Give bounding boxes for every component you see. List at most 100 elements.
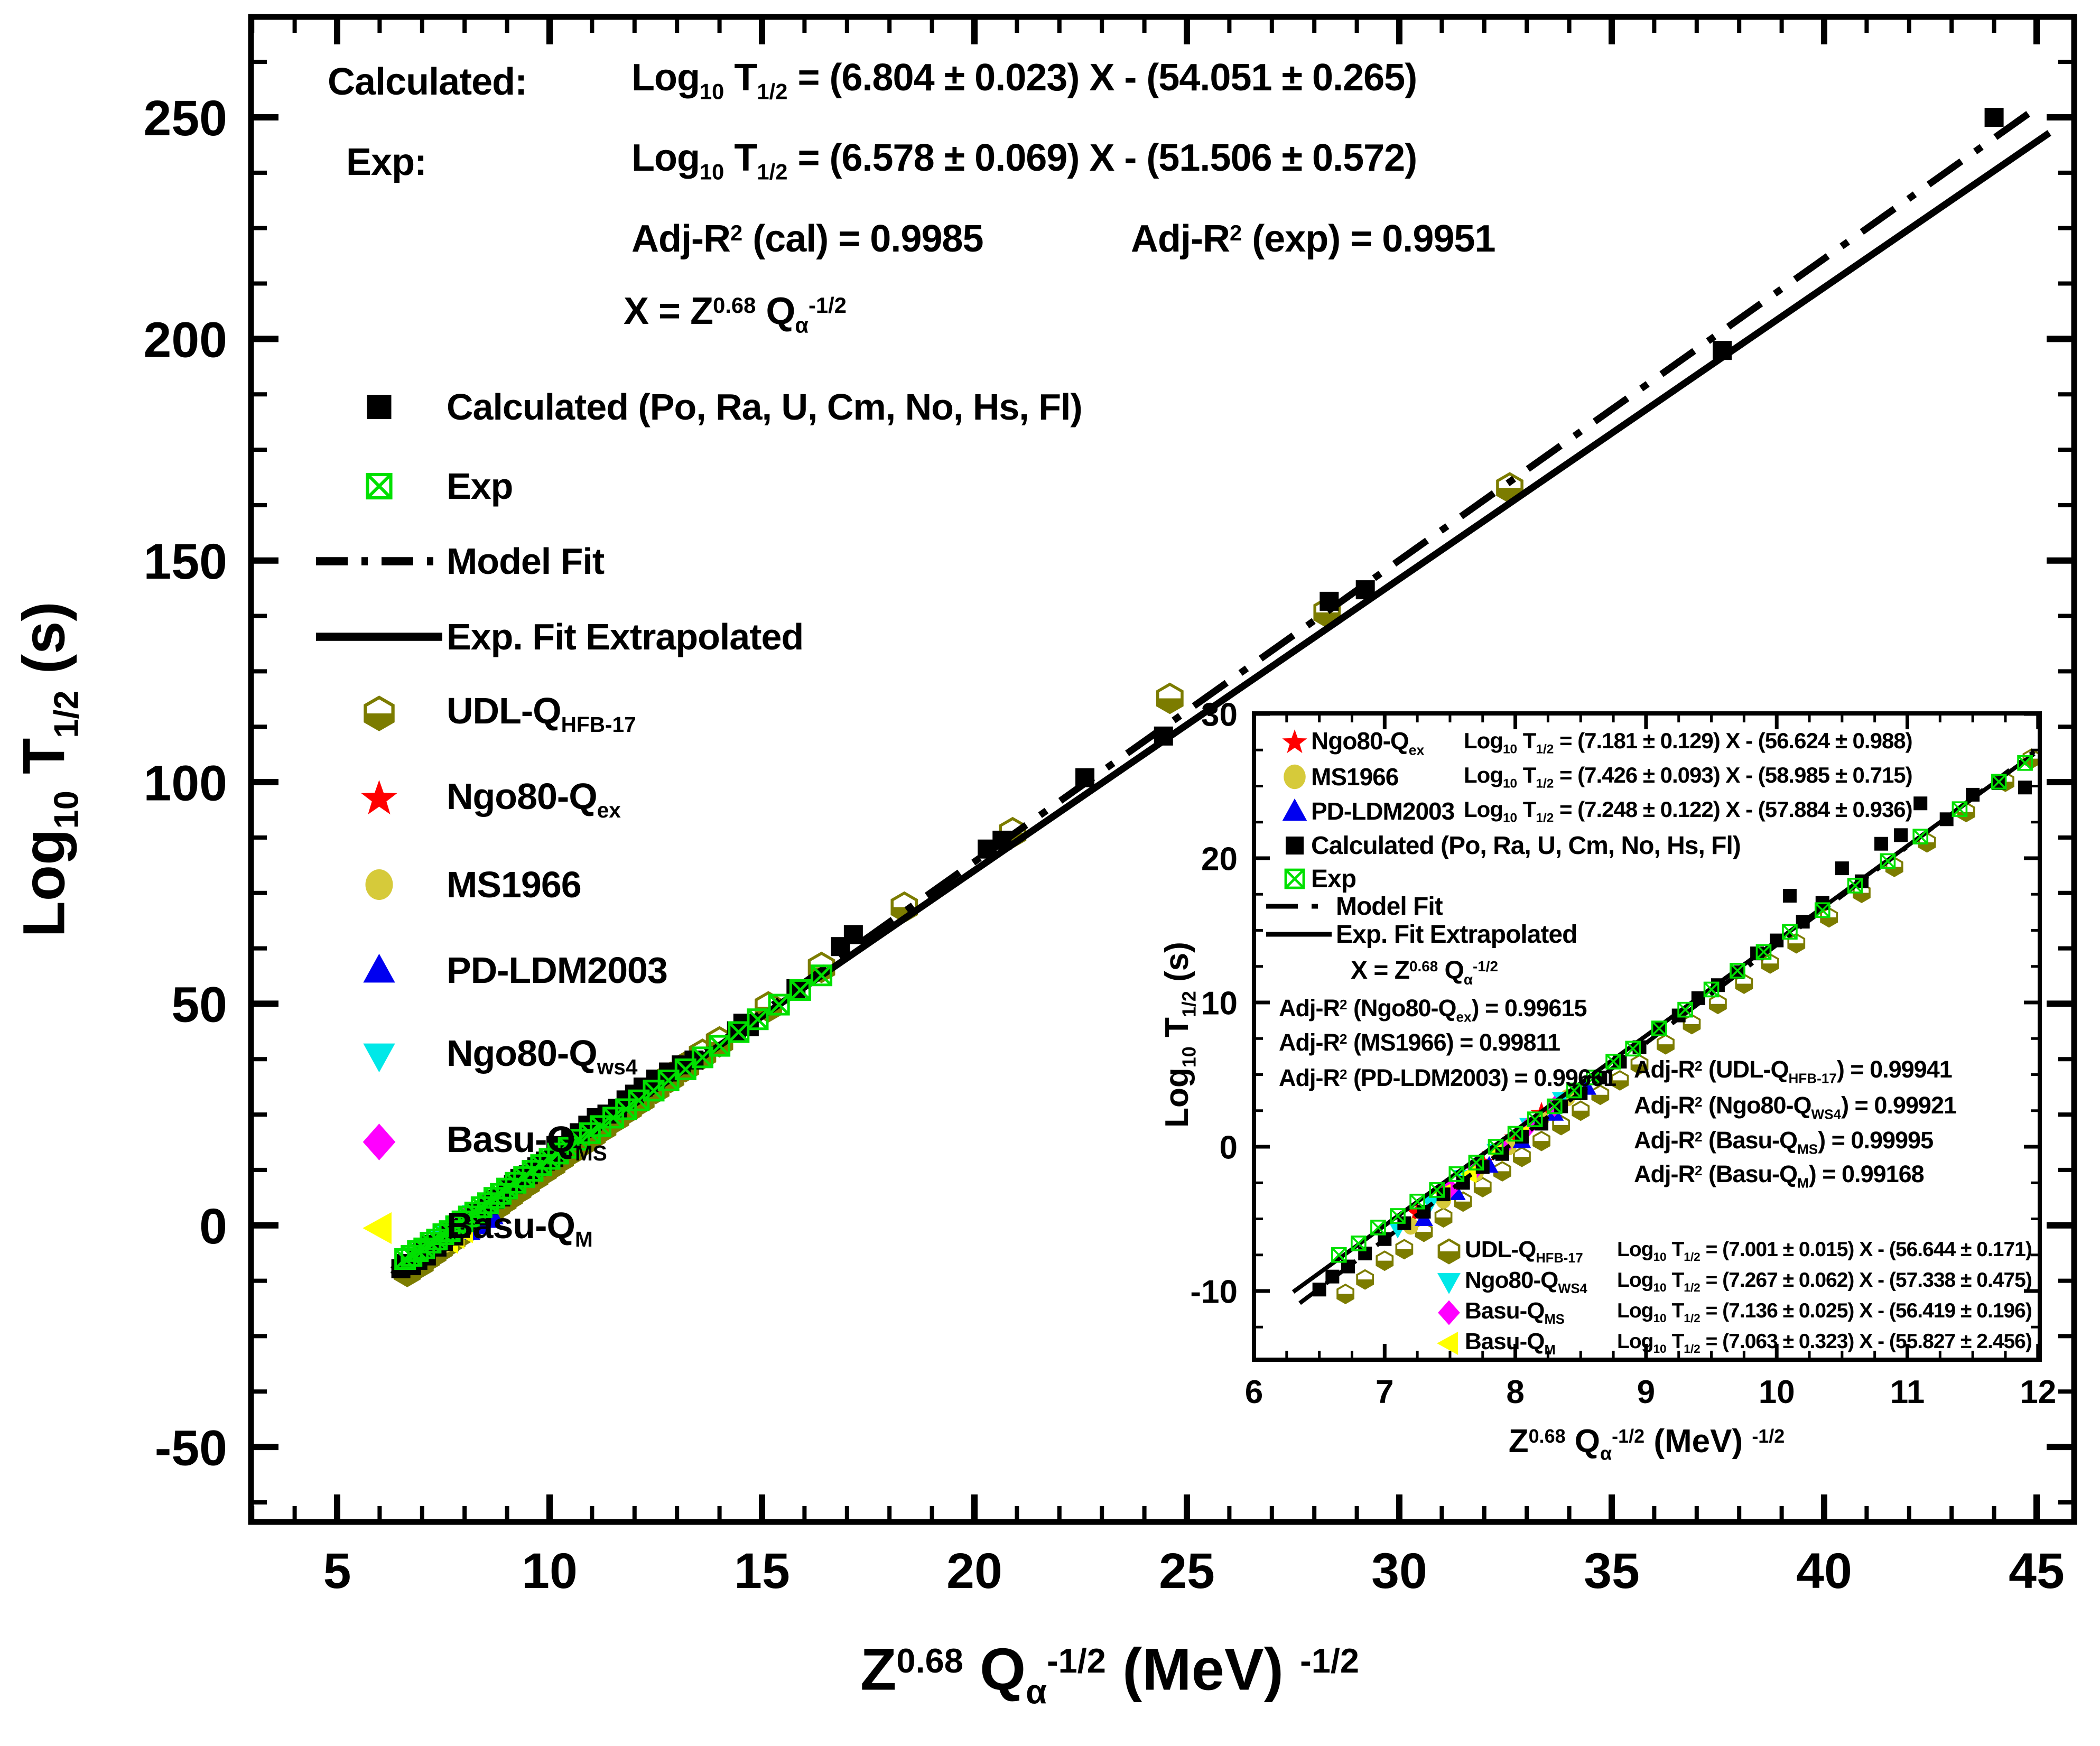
x-tick-label: 12	[2020, 1374, 2056, 1410]
inset-legend-marker	[1278, 726, 1311, 759]
inset-legend-label: Calculated (Po, Ra, U, Cm, No, Hs, Fl)	[1311, 831, 1741, 860]
main-legend-marker	[312, 1117, 447, 1167]
inset-legend-equation: Log10 T1/2 = (7.136 ± 0.025) X - (56.419…	[1617, 1299, 2032, 1325]
x-tick-label: 25	[1159, 1543, 1215, 1599]
inset-bottom-legend-item-2: Basu-QMS Log10 T1/2 = (7.136 ± 0.025) X -…	[1433, 1296, 2032, 1330]
series-exp_i	[1331, 755, 2033, 1263]
inset-legend-marker	[1433, 1296, 1465, 1330]
main-legend-item-10: Basu-QM	[312, 1203, 593, 1253]
inset-legend-marker	[1433, 1265, 1465, 1299]
main-legend-item-1: Exp	[312, 461, 513, 512]
y-tick-label: 30	[1201, 696, 1238, 733]
inset-legend-marker	[1278, 829, 1311, 862]
inset-eq-legend-item-2: PD-LDM2003 Log10 T1/2 = (7.248 ± 0.122) X…	[1278, 794, 1913, 828]
inset-plain-legend-item-1: Exp	[1278, 862, 1356, 896]
series-exp	[394, 964, 833, 1270]
main-legend-label: UDL-QHFB-17	[447, 690, 636, 737]
inset-legend-equation: Log10 T1/2 = (7.001 ± 0.015) X - (56.644…	[1617, 1238, 2032, 1264]
main-legend-marker	[312, 461, 447, 512]
main-legend-item-4: UDL-QHFB-17	[312, 688, 636, 739]
inset-legend-equation: Log10 T1/2 = (7.267 ± 0.062) X - (57.338…	[1617, 1269, 2032, 1295]
main-legend-label: MS1966	[447, 864, 582, 905]
main-legend-label: Ngo80-Qex	[447, 775, 621, 823]
inset-legend-name: Ngo80-Qex	[1311, 727, 1425, 758]
inset-plain-legend-item-0: Calculated (Po, Ra, U, Cm, No, Hs, Fl)	[1278, 829, 1741, 862]
x-tick-label: 10	[1759, 1374, 1795, 1410]
inset-legend-label: Exp	[1311, 865, 1356, 893]
main-legend-item-9: Basu-QMS	[312, 1117, 607, 1167]
y-tick-label: -50	[155, 1420, 227, 1476]
main-legend-item-5: Ngo80-Qex	[312, 774, 621, 824]
inset-legend-equation: Log10 T1/2 = (7.063 ± 0.323) X - (55.827…	[1617, 1330, 2032, 1356]
x-tick-label: 30	[1371, 1543, 1427, 1599]
inset-legend-marker	[1278, 794, 1311, 828]
model-fit-line-sample-icon	[316, 557, 442, 565]
model-fit-line-sample-icon	[1266, 904, 1332, 909]
inset-x-definition: X = Z0.68 Qα-1/2	[1351, 956, 1498, 988]
inset-y-axis-title: Log10 T1/2 (s)	[1158, 942, 1200, 1128]
y-tick-label: 0	[1220, 1129, 1238, 1166]
x-tick-label: 11	[1890, 1374, 1925, 1410]
inset-legend-marker	[1262, 917, 1336, 951]
inset-legend-marker	[1278, 862, 1311, 896]
x-tick-label: 20	[946, 1543, 1002, 1599]
tridown-marker-icon	[363, 1043, 395, 1073]
x-tick-label: 40	[1796, 1543, 1852, 1599]
header-exp-equation: Log10 T1/2 = (6.578 ± 0.069) X - (51.506…	[631, 137, 1417, 184]
inset-adj-r2-left-1: Adj-R2 (MS1966) = 0.99811	[1279, 1029, 1560, 1056]
y-tick-label: 150	[143, 534, 227, 590]
main-legend-label: Exp	[447, 466, 513, 507]
inset-plain-legend-item-2: Model Fit	[1262, 889, 1443, 923]
x-tick-label: 10	[522, 1543, 578, 1599]
header-x-definition: X = Z0.68 Qα-1/2	[624, 290, 847, 338]
main-legend-marker	[312, 945, 447, 996]
main-legend-marker	[312, 1030, 447, 1081]
square-marker-icon	[1286, 837, 1304, 855]
main-legend-marker	[312, 688, 447, 739]
main-legend-marker	[312, 382, 447, 432]
inset-legend-name: MS1966	[1311, 763, 1399, 791]
solid-line-sample-icon	[316, 633, 442, 641]
x-tick-label: 8	[1506, 1374, 1524, 1410]
inset-legend-equation: Log10 T1/2 = (7.181 ± 0.129) X - (56.624…	[1464, 728, 1913, 757]
main-legend-item-3: Exp. Fit Extrapolated	[312, 611, 804, 662]
inset-adj-r2-right-1: Adj-R2 (Ngo80-QWS4) = 0.99921	[1634, 1092, 1957, 1122]
trileft-marker-icon	[1437, 1331, 1458, 1355]
x-tick-label: 45	[2009, 1543, 2065, 1599]
inset-adj-r2-right-0: Adj-R2 (UDL-QHFB-17) = 0.99941	[1634, 1056, 1953, 1086]
x-tick-label: 7	[1376, 1374, 1393, 1410]
inset-adj-r2-left-2: Adj-R2 (PD-LDM2003) = 0.99661	[1279, 1064, 1616, 1091]
x-tick-label: 35	[1584, 1543, 1640, 1599]
inset-adj-r2-right-3: Adj-R2 (Basu-QM) = 0.99168	[1634, 1160, 1925, 1191]
x-tick-label: 6	[1245, 1374, 1263, 1410]
main-y-axis-title: Log10 T1/2 (s)	[11, 601, 86, 937]
main-legend-marker	[312, 859, 447, 910]
inset-plot: 6 7 8 9 10 11 12 -10 0 10 20 30	[1190, 696, 2056, 1410]
hexhalf-marker-icon	[1437, 1238, 1461, 1265]
x-tick-label: 15	[734, 1543, 790, 1599]
inset-eq-legend-item-1: MS1966 Log10 T1/2 = (7.426 ± 0.093) X - (…	[1278, 760, 1913, 794]
inset-adj-r2-right-2: Adj-R2 (Basu-QMS) = 0.99995	[1634, 1127, 1934, 1157]
csquare-marker-icon	[1284, 868, 1305, 889]
main-legend-label: Model Fit	[447, 541, 605, 582]
main-legend-item-0: Calculated (Po, Ra, U, Cm, No, Hs, Fl)	[312, 382, 1083, 432]
triup-marker-icon	[363, 953, 395, 983]
diamond-marker-icon	[1438, 1300, 1460, 1325]
circle-marker-icon	[365, 869, 393, 900]
x-tick-label: 9	[1637, 1374, 1655, 1410]
trileft-marker-icon	[363, 1212, 392, 1245]
inset-adj-r2-left-0: Adj-R2 (Ngo80-Qex) = 0.99615	[1279, 995, 1587, 1025]
inset-legend-equation: Log10 T1/2 = (7.426 ± 0.093) X - (58.985…	[1464, 762, 1913, 791]
main-legend-item-2: Model Fit	[312, 536, 605, 587]
main-legend-label: Exp. Fit Extrapolated	[447, 616, 804, 657]
inset-legend-marker	[1262, 889, 1336, 923]
header-calculated-equation: Log10 T1/2 = (6.804 ± 0.023) X - (54.051…	[631, 57, 1417, 104]
main-legend-marker	[312, 774, 447, 824]
main-legend-marker	[312, 536, 447, 587]
main-legend-item-6: MS1966	[312, 859, 582, 910]
main-legend-label: PD-LDM2003	[447, 950, 668, 991]
inset-bottom-legend-item-3: Basu-QM Log10 T1/2 = (7.063 ± 0.323) X - …	[1433, 1326, 2032, 1360]
inset-bottom-legend-item-1: Ngo80-QWS4 Log10 T1/2 = (7.267 ± 0.062) X…	[1433, 1265, 2032, 1299]
inset-x-axis-title: Z0.68 Qα-1/2 (MeV) -1/2	[1508, 1423, 1785, 1464]
